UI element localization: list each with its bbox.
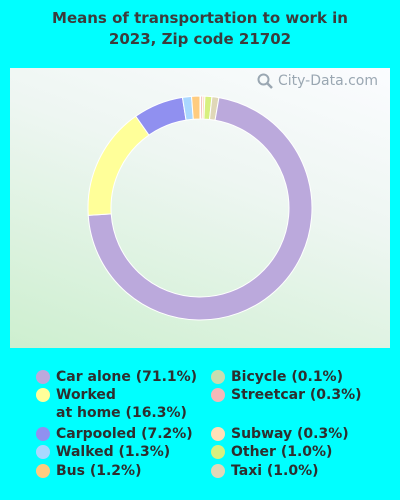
chart-title: Means of transportation to work in 2023,… <box>0 8 400 50</box>
legend-item: Bus (1.2%) <box>36 462 141 480</box>
legend-label: Worked at home (16.3%) <box>56 387 187 421</box>
legend-label: Car alone (71.1%) <box>56 369 198 385</box>
legend-swatch <box>36 427 50 441</box>
legend-swatch <box>36 445 50 459</box>
legend-item: Taxi (1.0%) <box>211 462 319 480</box>
legend-label: Walked (1.3%) <box>56 444 171 460</box>
legend-swatch <box>211 427 225 441</box>
donut-slice <box>87 115 150 216</box>
legend-label: Subway (0.3%) <box>231 426 349 442</box>
legend-swatch <box>211 370 225 384</box>
legend-swatch <box>36 370 50 384</box>
chart-title-line-2: 2023, Zip code 21702 <box>108 30 292 48</box>
legend-label: Carpooled (7.2%) <box>56 426 193 442</box>
magnifier-icon <box>257 73 273 89</box>
donut-slice <box>191 95 201 120</box>
legend-swatch <box>36 464 50 478</box>
legend-item: Worked at home (16.3%) <box>36 386 187 422</box>
legend-item: Subway (0.3%) <box>211 425 349 443</box>
legend-swatch <box>211 464 225 478</box>
chart-title-line-1: Means of transportation to work in <box>52 9 348 27</box>
legend-label: Bicycle (0.1%) <box>231 369 343 385</box>
legend-label: Taxi (1.0%) <box>231 463 319 479</box>
legend-label: Other (1.0%) <box>231 444 333 460</box>
legend-item: Walked (1.3%) <box>36 443 170 461</box>
legend-item: Streetcar (0.3%) <box>211 386 362 404</box>
legend-label: Streetcar (0.3%) <box>231 387 362 403</box>
legend-item: Other (1.0%) <box>211 443 332 461</box>
watermark-text: City-Data.com <box>277 73 378 89</box>
legend-item: Car alone (71.1%) <box>36 368 197 386</box>
legend-item: Carpooled (7.2%) <box>36 425 193 443</box>
legend-swatch <box>36 388 50 402</box>
legend-label: Bus (1.2%) <box>56 463 142 479</box>
watermark: City-Data.com <box>256 72 378 90</box>
donut-slice <box>87 97 313 321</box>
legend-swatch <box>211 388 225 402</box>
legend-swatch <box>211 445 225 459</box>
legend-item: Bicycle (0.1%) <box>211 368 343 386</box>
